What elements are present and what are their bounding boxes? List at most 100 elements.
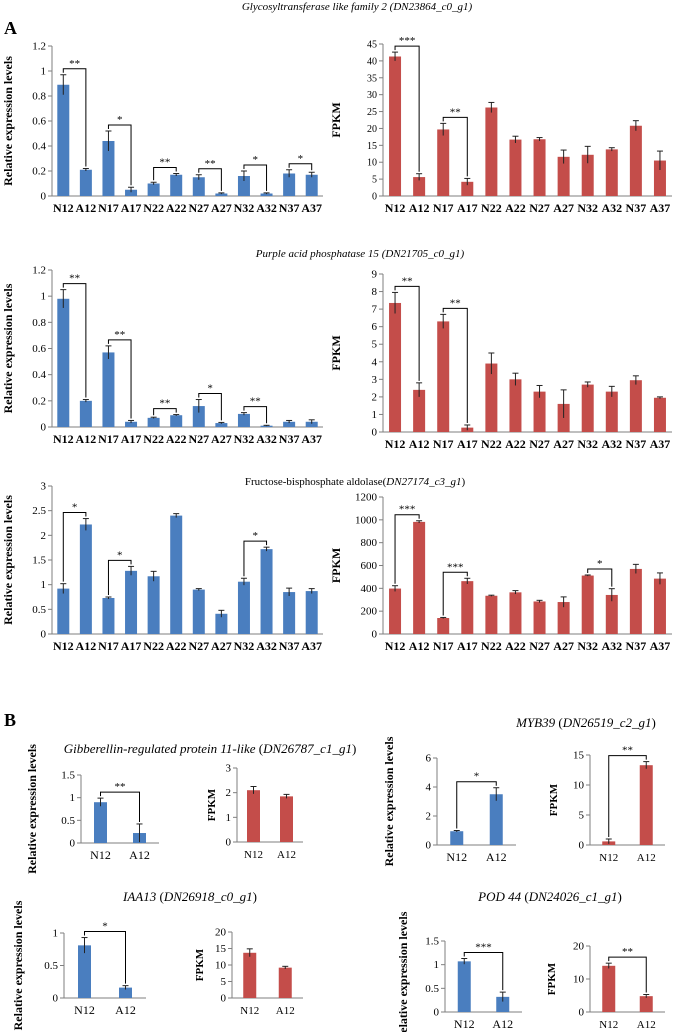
bar-N22	[485, 595, 498, 634]
y-tick-label: 1.5	[425, 936, 439, 948]
significance-label: **	[114, 329, 125, 341]
bar-N27	[533, 139, 546, 196]
x-tick-label: N27	[188, 201, 209, 215]
svg-text:POD 44 (DN24026_c1_g1): POD 44 (DN24026_c1_g1)	[477, 889, 622, 904]
gene-title-pod44: POD 44 (DN24026_c1_g1)	[477, 889, 622, 904]
y-tick-label: 10	[367, 158, 377, 169]
bar-A32	[260, 549, 273, 634]
significance-bracket	[62, 68, 87, 167]
significance-bracket	[587, 568, 613, 587]
significance-bracket	[107, 339, 132, 419]
x-tick-label: A37	[301, 432, 322, 446]
chart-a1: 0 0.2 0.4 0.6 0.8 1 1.2 Relative expression lev…	[1, 41, 323, 215]
bar-N17	[437, 129, 450, 196]
x-tick-label: A12	[76, 201, 97, 215]
bar-A32	[605, 594, 618, 634]
x-tick-label: A12	[486, 850, 507, 864]
x-tick-label: N32	[234, 639, 255, 653]
bar-A27	[557, 156, 570, 196]
gene-title-gibberellin-regulated: Gibberellin-regulated protein 11-like (D…	[64, 741, 357, 756]
bar-N17	[102, 141, 115, 196]
bar-N12	[247, 790, 260, 842]
significance-bracket	[62, 512, 87, 582]
x-tick-label: A12	[76, 432, 97, 446]
y-tick-label: 15	[573, 750, 585, 762]
y-tick-label: 0.4	[32, 141, 46, 153]
y-tick-label: 35	[367, 73, 377, 84]
x-tick-label: N32	[234, 201, 255, 215]
bar-A12	[413, 521, 426, 634]
significance-bracket	[107, 559, 132, 595]
significance-label: *	[253, 530, 259, 542]
y-tick-label: 600	[361, 560, 378, 572]
x-tick-label: N12	[53, 201, 74, 215]
x-tick-label: A27	[553, 437, 574, 451]
significance-bracket	[243, 406, 268, 424]
bar-A37	[653, 578, 666, 634]
x-tick-label: A12	[492, 1017, 513, 1031]
x-tick-label: A12	[76, 639, 97, 653]
x-tick-label: A17	[121, 639, 142, 653]
x-tick-label: A12	[129, 848, 150, 862]
x-tick-label: N27	[529, 201, 550, 215]
y-tick-label: 0	[579, 840, 585, 852]
bar-N32	[581, 384, 594, 432]
y-tick-label: 0.5	[425, 983, 439, 995]
x-tick-label: A37	[650, 437, 671, 451]
bar-A12	[489, 794, 503, 845]
bar-A32	[605, 391, 618, 432]
bar-N37	[629, 380, 642, 432]
x-tick-label: N17	[433, 201, 454, 215]
bar-N17	[102, 597, 115, 634]
bar-A17	[125, 189, 138, 196]
y-tick-label: 4	[372, 356, 378, 368]
bar-A27	[557, 602, 570, 634]
bar-N12	[57, 298, 70, 427]
significance-label: *	[117, 549, 123, 561]
bar-N17	[437, 321, 450, 432]
y-tick-label: 2	[372, 391, 378, 403]
significance-bracket	[84, 931, 126, 984]
bar-N22	[485, 363, 498, 432]
y-axis-label: FPKM	[548, 783, 560, 816]
x-tick-label: N12	[446, 850, 467, 864]
x-tick-label: N17	[98, 432, 119, 446]
significance-label: ***	[399, 35, 416, 47]
y-tick-label: 8	[372, 286, 378, 298]
y-tick-label: 1	[41, 579, 47, 591]
bar-A22	[170, 415, 183, 427]
bar-N32	[237, 176, 250, 196]
chart-a2: 0 5 10 15 20 25 30 35 40 45 FPKM N12 A12 N17 A17 N22 A22…	[329, 35, 672, 215]
x-tick-label: N12	[385, 639, 406, 653]
bar-N12	[457, 961, 471, 1012]
y-tick-label: 20	[215, 927, 227, 939]
bar-N27	[533, 391, 546, 432]
y-tick-label: 1000	[355, 514, 378, 526]
bar-N12	[78, 945, 91, 998]
bar-N12	[57, 588, 70, 634]
bar-A32	[260, 425, 273, 427]
y-tick-label: 10	[573, 974, 585, 986]
x-tick-label: N37	[626, 437, 647, 451]
panel-label-a: A	[4, 18, 17, 38]
chart-a5: 0 0.5 1 1.5 2 2.5 3 Relative expression levels N…	[1, 481, 323, 653]
y-tick-label: 0.6	[32, 343, 46, 355]
y-tick-label: 0.5	[61, 815, 75, 827]
y-tick-label: 1	[41, 66, 47, 78]
x-tick-label: A22	[505, 201, 526, 215]
bar-A32	[605, 149, 618, 196]
y-tick-label: 30	[367, 90, 377, 101]
significance-bracket	[243, 164, 268, 191]
x-tick-label: N17	[433, 639, 454, 653]
significance-bracket	[463, 952, 504, 991]
x-tick-label: N37	[279, 432, 300, 446]
y-tick-label: 0	[41, 629, 47, 641]
bar-A17	[461, 581, 474, 634]
bar-A12	[119, 987, 132, 998]
significance-label: ***	[447, 561, 464, 573]
significance-bracket	[100, 791, 140, 822]
bar-A22	[509, 592, 522, 634]
y-tick-label: 1	[70, 792, 76, 804]
charts: 0 0.2 0.4 0.6 0.8 1 1.2 Relative expression lev…	[1, 35, 672, 1032]
